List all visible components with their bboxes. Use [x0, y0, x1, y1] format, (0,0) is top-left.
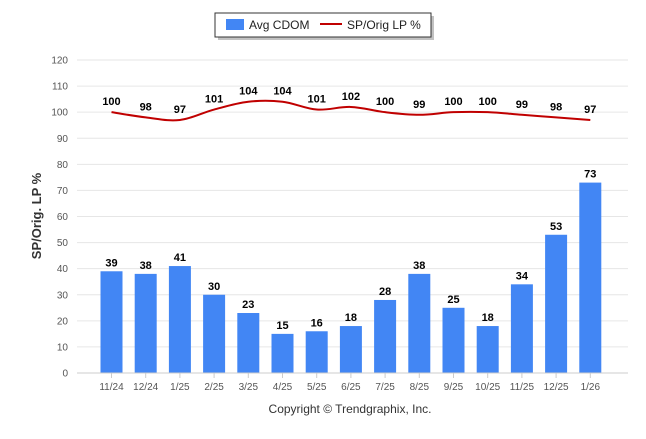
bar-value-label-4/25: 15 [276, 320, 288, 332]
line-value-label-12/25: 98 [550, 101, 562, 113]
bar-value-label-12/24: 38 [140, 260, 152, 272]
y-tick-label-0: 0 [62, 369, 68, 380]
x-tick-label-9/25: 9/25 [444, 382, 464, 393]
x-tick-label-4/25: 4/25 [273, 382, 293, 393]
line-value-label-2/25: 101 [205, 94, 223, 106]
y-tick-label-50: 50 [57, 238, 69, 249]
x-tick-label-3/25: 3/25 [239, 382, 259, 393]
x-tick-label-11/24: 11/24 [99, 382, 124, 393]
x-tick-label-12/25: 12/25 [544, 382, 569, 393]
bar-value-label-5/25: 16 [311, 317, 323, 329]
bar-value-label-12/25: 53 [550, 221, 562, 233]
x-tick-label-1/25: 1/25 [170, 382, 190, 393]
bar-4/25 [271, 333, 294, 373]
bar-10/25 [476, 326, 499, 373]
bar-6/25 [339, 326, 362, 373]
line-value-label-4/25: 104 [273, 86, 292, 98]
y-tick-label-10: 10 [57, 342, 69, 353]
x-tick-label-11/25: 11/25 [510, 382, 535, 393]
bar-1/25 [168, 266, 191, 373]
y-tick-label-80: 80 [57, 160, 69, 171]
line-value-label-8/25: 99 [413, 99, 425, 111]
y-tick-label-70: 70 [57, 186, 69, 197]
x-tick-label-8/25: 8/25 [410, 382, 430, 393]
y-tick-label-20: 20 [57, 316, 69, 327]
x-tick-label-6/25: 6/25 [341, 382, 361, 393]
legend-label-avg-cdom: Avg CDOM [249, 18, 309, 32]
bar-value-label-10/25: 18 [482, 312, 494, 324]
bar-12/25 [545, 234, 568, 373]
line-value-label-11/24: 100 [102, 96, 120, 108]
bar-11/25 [510, 284, 533, 373]
bar-5/25 [305, 331, 328, 373]
bar-value-label-8/25: 38 [413, 260, 425, 272]
bar-value-label-3/25: 23 [242, 299, 254, 311]
copyright-credit: Copyright © Trendgraphix, Inc. [269, 402, 432, 416]
bar-8/25 [408, 273, 431, 373]
bar-value-label-2/25: 30 [208, 281, 220, 293]
y-tick-label-120: 120 [51, 56, 68, 67]
x-tick-label-12/24: 12/24 [133, 382, 158, 393]
y-tick-label-100: 100 [51, 108, 68, 119]
line-value-label-7/25: 100 [376, 96, 394, 108]
bar-value-label-9/25: 25 [447, 294, 459, 306]
legend: Avg CDOM SP/Orig LP % [214, 12, 434, 40]
bar-value-label-11/25: 34 [516, 270, 529, 282]
line-value-label-12/24: 98 [140, 101, 152, 113]
line-value-label-10/25: 100 [479, 96, 497, 108]
bar-12/24 [134, 273, 157, 373]
line-value-label-6/25: 102 [342, 91, 360, 103]
line-value-label-9/25: 100 [444, 96, 462, 108]
x-tick-label-5/25: 5/25 [307, 382, 327, 393]
bar-value-label-11/24: 39 [105, 257, 117, 269]
bar-9/25 [442, 307, 465, 373]
x-tick-label-2/25: 2/25 [204, 382, 224, 393]
bar-value-label-6/25: 18 [345, 312, 357, 324]
x-tick-label-10/25: 10/25 [475, 382, 500, 393]
x-tick-label-7/25: 7/25 [375, 382, 395, 393]
line-value-label-3/25: 104 [239, 86, 258, 98]
y-tick-label-90: 90 [57, 134, 69, 145]
line-value-label-11/25: 99 [516, 99, 528, 111]
sp-orig-lp-line [111, 99, 591, 122]
y-tick-label-40: 40 [57, 264, 69, 275]
y-tick-label-30: 30 [57, 290, 69, 301]
bar-3/25 [237, 313, 260, 373]
x-tick-label-1/26: 1/26 [581, 382, 601, 393]
line-value-label-1/26: 97 [584, 104, 596, 116]
y-tick-label-110: 110 [52, 82, 68, 93]
bar-1/26 [579, 182, 602, 373]
bar-7/25 [374, 299, 397, 373]
bar-value-label-1/25: 41 [174, 252, 186, 264]
y-axis-title: SP/Orig. LP % [29, 172, 44, 259]
line-value-label-5/25: 101 [308, 94, 326, 106]
legend-bar-swatch [226, 19, 244, 30]
bar-value-label-1/26: 73 [584, 169, 596, 181]
y-tick-label-60: 60 [57, 212, 69, 223]
bar-11/24 [100, 271, 123, 373]
bar-2/25 [203, 294, 226, 373]
bar-value-label-7/25: 28 [379, 286, 391, 298]
line-value-label-1/25: 97 [174, 104, 186, 116]
legend-label-sp-orig-lp: SP/Orig LP % [347, 18, 421, 32]
